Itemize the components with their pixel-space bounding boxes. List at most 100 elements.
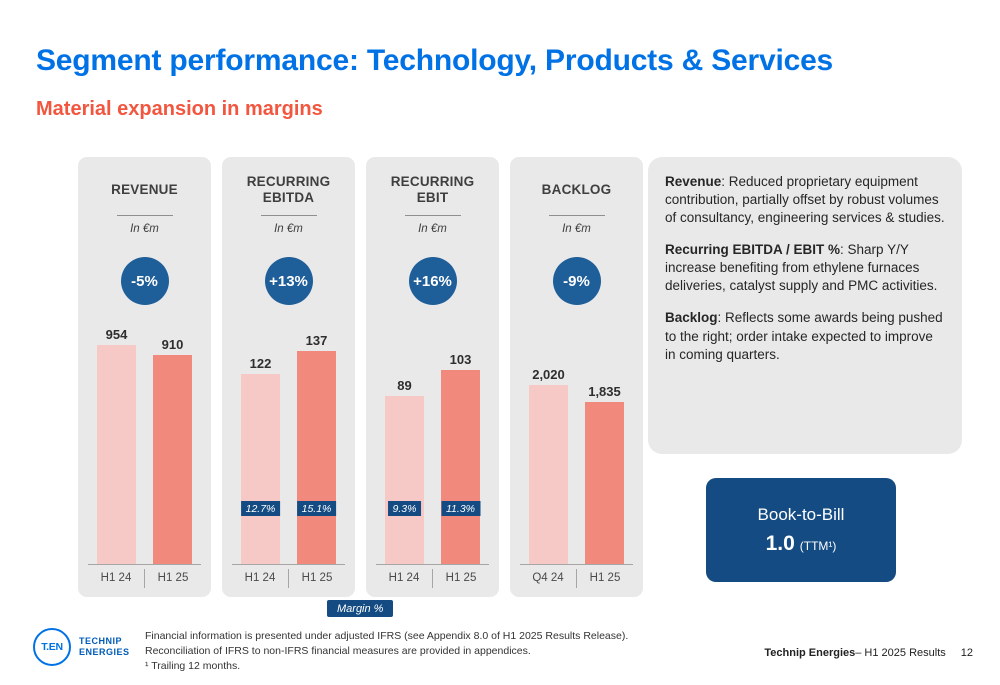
- category-labels: H1 24 H1 25: [376, 567, 489, 589]
- bar-h1-24: [241, 374, 280, 564]
- slide-credit: Technip Energies – H1 2025 Results 12: [764, 647, 973, 659]
- bar-area: 122 12.7% 137 15.1%: [232, 313, 345, 565]
- commentary-text: : Reflects some awards being pushed to t…: [665, 310, 943, 362]
- page-title: Segment performance: Technology, Product…: [36, 44, 834, 77]
- bar-group-prev: 89 9.3%: [385, 378, 424, 564]
- bar-q4-24: [529, 385, 568, 564]
- bar-area: 2,020 1,835: [520, 313, 633, 565]
- book-to-bill-label: Book-to-Bill: [757, 504, 845, 524]
- chart-title: BACKLOG: [541, 182, 612, 198]
- category-label: H1 25: [445, 572, 477, 584]
- bar-value-label: 1,835: [588, 384, 621, 399]
- bar-h1-25: [297, 351, 336, 564]
- bar-h1-25: [441, 370, 480, 564]
- category-label: H1 24: [244, 572, 276, 584]
- category-label: H1 24: [388, 572, 420, 584]
- footnote-line: Reconciliation of IFRS to non-IFRS finan…: [145, 644, 531, 657]
- chart-title: REVENUE: [111, 182, 178, 198]
- page-subtitle: Material expansion in margins: [36, 98, 323, 120]
- chart-unit: In €m: [130, 223, 159, 235]
- bar-value-label: 2,020: [532, 367, 565, 382]
- category-divider: [288, 568, 289, 588]
- delta-badge: -5%: [120, 257, 169, 305]
- delta-badge: +13%: [264, 257, 313, 305]
- delta-value: -5%: [131, 272, 158, 290]
- bar-value-label: 910: [161, 337, 184, 352]
- category-labels: H1 24 H1 25: [88, 567, 201, 589]
- bar-group-curr: 103 11.3%: [441, 352, 480, 564]
- bar-value-label: 137: [305, 333, 328, 348]
- ten-logo-icon: T.EN: [33, 628, 71, 666]
- bar-area: 954 910: [88, 313, 201, 565]
- book-to-bill-value-row: 1.0 (TTM¹): [766, 532, 837, 556]
- credit-text: – H1 2025 Results: [855, 647, 946, 659]
- category-divider: [432, 568, 433, 588]
- chart-panel-recurring-ebitda: RECURRING EBITDA In €m +13% 122 12.7% 13…: [222, 157, 355, 597]
- bar-h1-24: [97, 345, 136, 564]
- title-divider: [548, 215, 605, 216]
- margin-badge: 9.3%: [387, 501, 422, 516]
- commentary-backlog: Backlog: Reflects some awards being push…: [665, 309, 945, 363]
- book-to-bill-suffix: (TTM¹): [799, 538, 837, 553]
- chart-panel-backlog: BACKLOG In €m -9% 2,020 1,835 Q4 24 H1 2…: [510, 157, 643, 597]
- credit-company: Technip Energies: [764, 647, 856, 659]
- bar-h1-24: [385, 396, 424, 564]
- chart-unit: In €m: [418, 223, 447, 235]
- commentary-text: : Reduced proprietary equipment contribu…: [665, 174, 945, 226]
- page-number: 12: [960, 647, 973, 659]
- footnote-line: Financial information is presented under…: [145, 630, 629, 642]
- category-divider: [576, 568, 577, 588]
- bar-group-curr: 1,835: [585, 384, 624, 564]
- category-divider: [144, 568, 145, 588]
- chart-panel-recurring-ebit: RECURRING EBIT In €m +16% 89 9.3% 103 11…: [366, 157, 499, 597]
- category-labels: Q4 24 H1 25: [520, 567, 633, 589]
- bar-area: 89 9.3% 103 11.3%: [376, 313, 489, 565]
- delta-value: -9%: [563, 272, 590, 290]
- title-divider: [404, 215, 461, 216]
- bar-group-prev: 122 12.7%: [240, 356, 281, 564]
- bar-group-prev: 954: [97, 327, 136, 564]
- category-label: H1 25: [301, 572, 333, 584]
- commentary-text: : Sharp Y/Y increase benefiting from eth…: [665, 242, 938, 294]
- category-label: H1 25: [157, 572, 189, 584]
- bar-group-curr: 910: [153, 337, 192, 564]
- margin-badge: 15.1%: [296, 501, 337, 516]
- commentary-panel: Revenue: Reduced proprietary equipment c…: [648, 157, 962, 454]
- delta-value: +13%: [269, 272, 308, 290]
- chart-title: RECURRING EBIT: [390, 174, 475, 205]
- footnotes: Financial information is presented under…: [145, 629, 628, 674]
- commentary-revenue: Revenue: Reduced proprietary equipment c…: [665, 173, 945, 227]
- bar-value-label: 89: [397, 378, 412, 393]
- logo-name-line1: TECHNIP: [79, 635, 123, 646]
- chart-unit: In €m: [274, 223, 303, 235]
- bar-h1-25: [153, 355, 192, 564]
- delta-value: +16%: [413, 272, 452, 290]
- company-logo: T.EN TECHNIP ENERGIES: [33, 628, 130, 666]
- bar-value-label: 103: [449, 352, 472, 367]
- commentary-lead: Backlog: [665, 310, 718, 326]
- delta-badge: +16%: [408, 257, 457, 305]
- bar-value-label: 954: [105, 327, 128, 342]
- title-divider: [116, 215, 173, 216]
- chart-unit: In €m: [562, 223, 591, 235]
- commentary-lead: Recurring EBITDA / EBIT %: [665, 242, 841, 258]
- margin-badge: 12.7%: [240, 501, 281, 516]
- category-label: H1 24: [100, 572, 132, 584]
- margin-legend-badge: Margin %: [327, 600, 394, 617]
- logo-name-line2: ENERGIES: [79, 647, 130, 657]
- book-to-bill-card: Book-to-Bill 1.0 (TTM¹): [706, 478, 896, 582]
- bar-group-prev: 2,020: [529, 367, 568, 564]
- category-labels: H1 24 H1 25: [232, 567, 345, 589]
- title-divider: [260, 215, 317, 216]
- category-label: Q4 24: [532, 572, 564, 584]
- commentary-lead: Revenue: [665, 174, 722, 189]
- category-label: H1 25: [589, 572, 621, 584]
- bar-group-curr: 137 15.1%: [296, 333, 337, 564]
- delta-badge: -9%: [552, 257, 601, 305]
- commentary-ebitda-ebit: Recurring EBITDA / EBIT %: Sharp Y/Y inc…: [665, 241, 945, 295]
- footnote-line: ¹ Trailing 12 months.: [145, 659, 241, 672]
- chart-title: RECURRING EBITDA: [246, 174, 331, 205]
- bar-h1-25: [585, 402, 624, 564]
- company-logo-name: TECHNIP ENERGIES: [79, 636, 130, 659]
